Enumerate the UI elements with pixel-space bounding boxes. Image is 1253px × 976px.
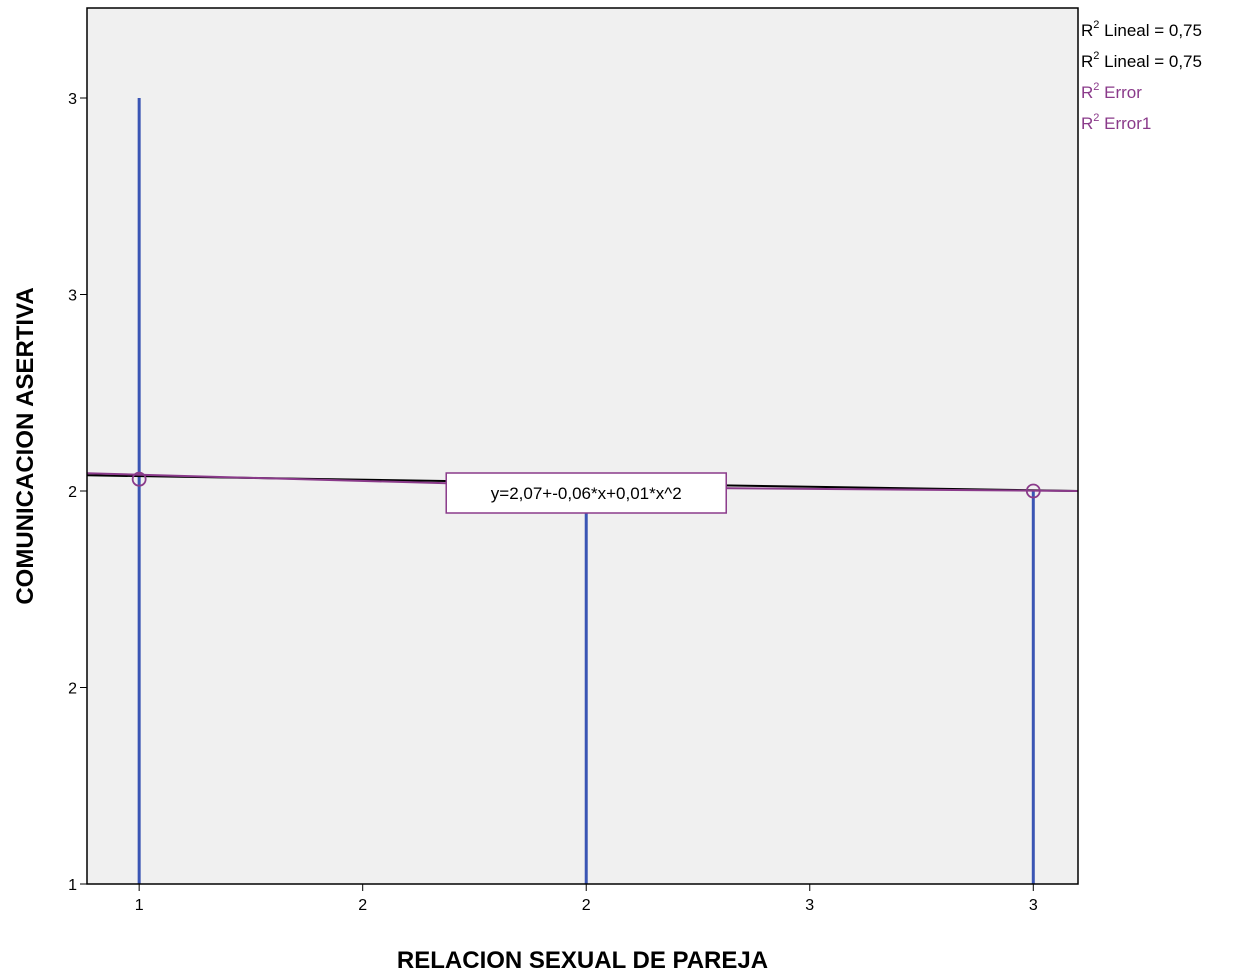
- x-tick-label: 3: [805, 897, 814, 914]
- x-axis-title: RELACION SEXUAL DE PAREJA: [397, 947, 768, 974]
- legend-entry-base: R: [1081, 52, 1093, 71]
- x-axis: 1 2 2 3 3: [135, 884, 1038, 914]
- legend-entry: R2 Lineal = 0,75: [1081, 50, 1202, 71]
- x-tick-label: 2: [358, 897, 367, 914]
- x-tick-label: 2: [582, 897, 591, 914]
- legend-entry-text: Error1: [1099, 114, 1151, 133]
- x-tick-label: 1: [135, 897, 144, 914]
- y-axis: 1 2 2 3 3: [68, 91, 87, 894]
- y-tick-label: 2: [68, 681, 77, 698]
- legend-entry: R2 Error1: [1081, 112, 1151, 133]
- data-point: [131, 471, 147, 487]
- data-point: [1025, 483, 1041, 499]
- legend-entry-base: R: [1081, 83, 1093, 102]
- x-tick-label: 3: [1029, 897, 1038, 914]
- y-tick-label: 3: [68, 288, 77, 305]
- y-tick-label: 3: [68, 91, 77, 108]
- equation-label: y=2,07+-0,06*x+0,01*x^2: [491, 484, 682, 503]
- data-points: [131, 471, 1041, 499]
- legend-entry-sup: 2: [1093, 81, 1099, 93]
- legend-entry-base: R: [1081, 114, 1093, 133]
- legend-entry: R2 Lineal = 0,75: [1081, 19, 1202, 40]
- legend-entry-base: R: [1081, 21, 1093, 40]
- y-axis-title: COMUNICACION ASERTIVA: [12, 287, 39, 604]
- equation-box: [445, 472, 727, 514]
- y-tick-label: 1: [68, 877, 77, 894]
- legend-entry-sup: 2: [1093, 112, 1099, 124]
- legend-entry-sup: 2: [1093, 19, 1099, 31]
- plot-frame: [86, 7, 1079, 885]
- plot-area: [87, 8, 1078, 884]
- legend-entry: R2 Error: [1081, 81, 1142, 102]
- legend-entry-text: Error: [1099, 83, 1142, 102]
- legend-entry-text: Lineal = 0,75: [1099, 52, 1202, 71]
- legend-entry-text: Lineal = 0,75: [1099, 21, 1202, 40]
- y-tick-label: 2: [68, 484, 77, 501]
- legend-entry-sup: 2: [1093, 50, 1099, 62]
- error-bars: [137, 98, 1035, 884]
- equation-annotation: y=2,07+-0,06*x+0,01*x^2: [445, 472, 727, 514]
